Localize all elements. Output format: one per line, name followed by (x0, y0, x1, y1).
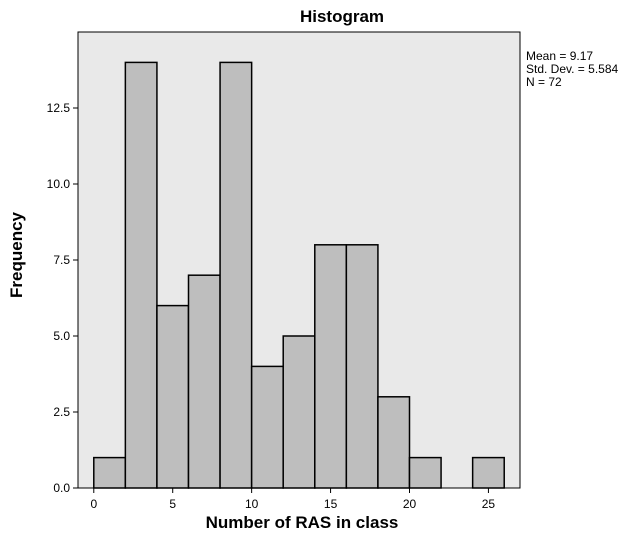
y-axis-label: Frequency (7, 211, 26, 298)
x-tick-label: 0 (90, 497, 97, 511)
x-tick-label: 15 (324, 497, 338, 511)
x-axis: 0 5 10 15 20 25 (90, 488, 495, 511)
y-tick-label: 12.5 (47, 101, 71, 115)
histogram-bar (93, 456, 127, 489)
histogram-bar (219, 61, 253, 489)
stats-n: N = 72 (526, 75, 562, 89)
x-axis-label: Number of RAS in class (206, 513, 399, 532)
stats-mean: Mean = 9.17 (526, 49, 593, 63)
x-tick-label: 25 (482, 497, 496, 511)
chart-title: Histogram (300, 7, 384, 26)
x-tick-label: 20 (403, 497, 417, 511)
x-tick-label: 10 (245, 497, 259, 511)
bars-group (93, 61, 505, 489)
histogram-bar (187, 274, 221, 489)
histogram-bar (124, 61, 158, 489)
y-tick-label: 7.5 (53, 253, 70, 267)
histogram-bar (282, 335, 316, 489)
histogram-bar (250, 365, 284, 489)
stats-box: Mean = 9.17 Std. Dev. = 5.584 N = 72 (526, 49, 618, 89)
histogram-bar (377, 396, 411, 489)
histogram-bar (156, 304, 190, 489)
y-tick-label: 10.0 (47, 177, 71, 191)
y-axis: 0.0 2.5 5.0 7.5 10.0 12.5 (47, 101, 78, 495)
y-tick-label: 5.0 (53, 329, 70, 343)
histogram-bar (345, 244, 379, 489)
x-tick-label: 5 (169, 497, 176, 511)
stats-std-dev: Std. Dev. = 5.584 (526, 62, 618, 76)
histogram-bar (471, 456, 505, 489)
y-tick-label: 2.5 (53, 405, 70, 419)
y-tick-label: 0.0 (53, 481, 70, 495)
histogram-bar (314, 244, 348, 489)
histogram-bar (408, 456, 442, 489)
